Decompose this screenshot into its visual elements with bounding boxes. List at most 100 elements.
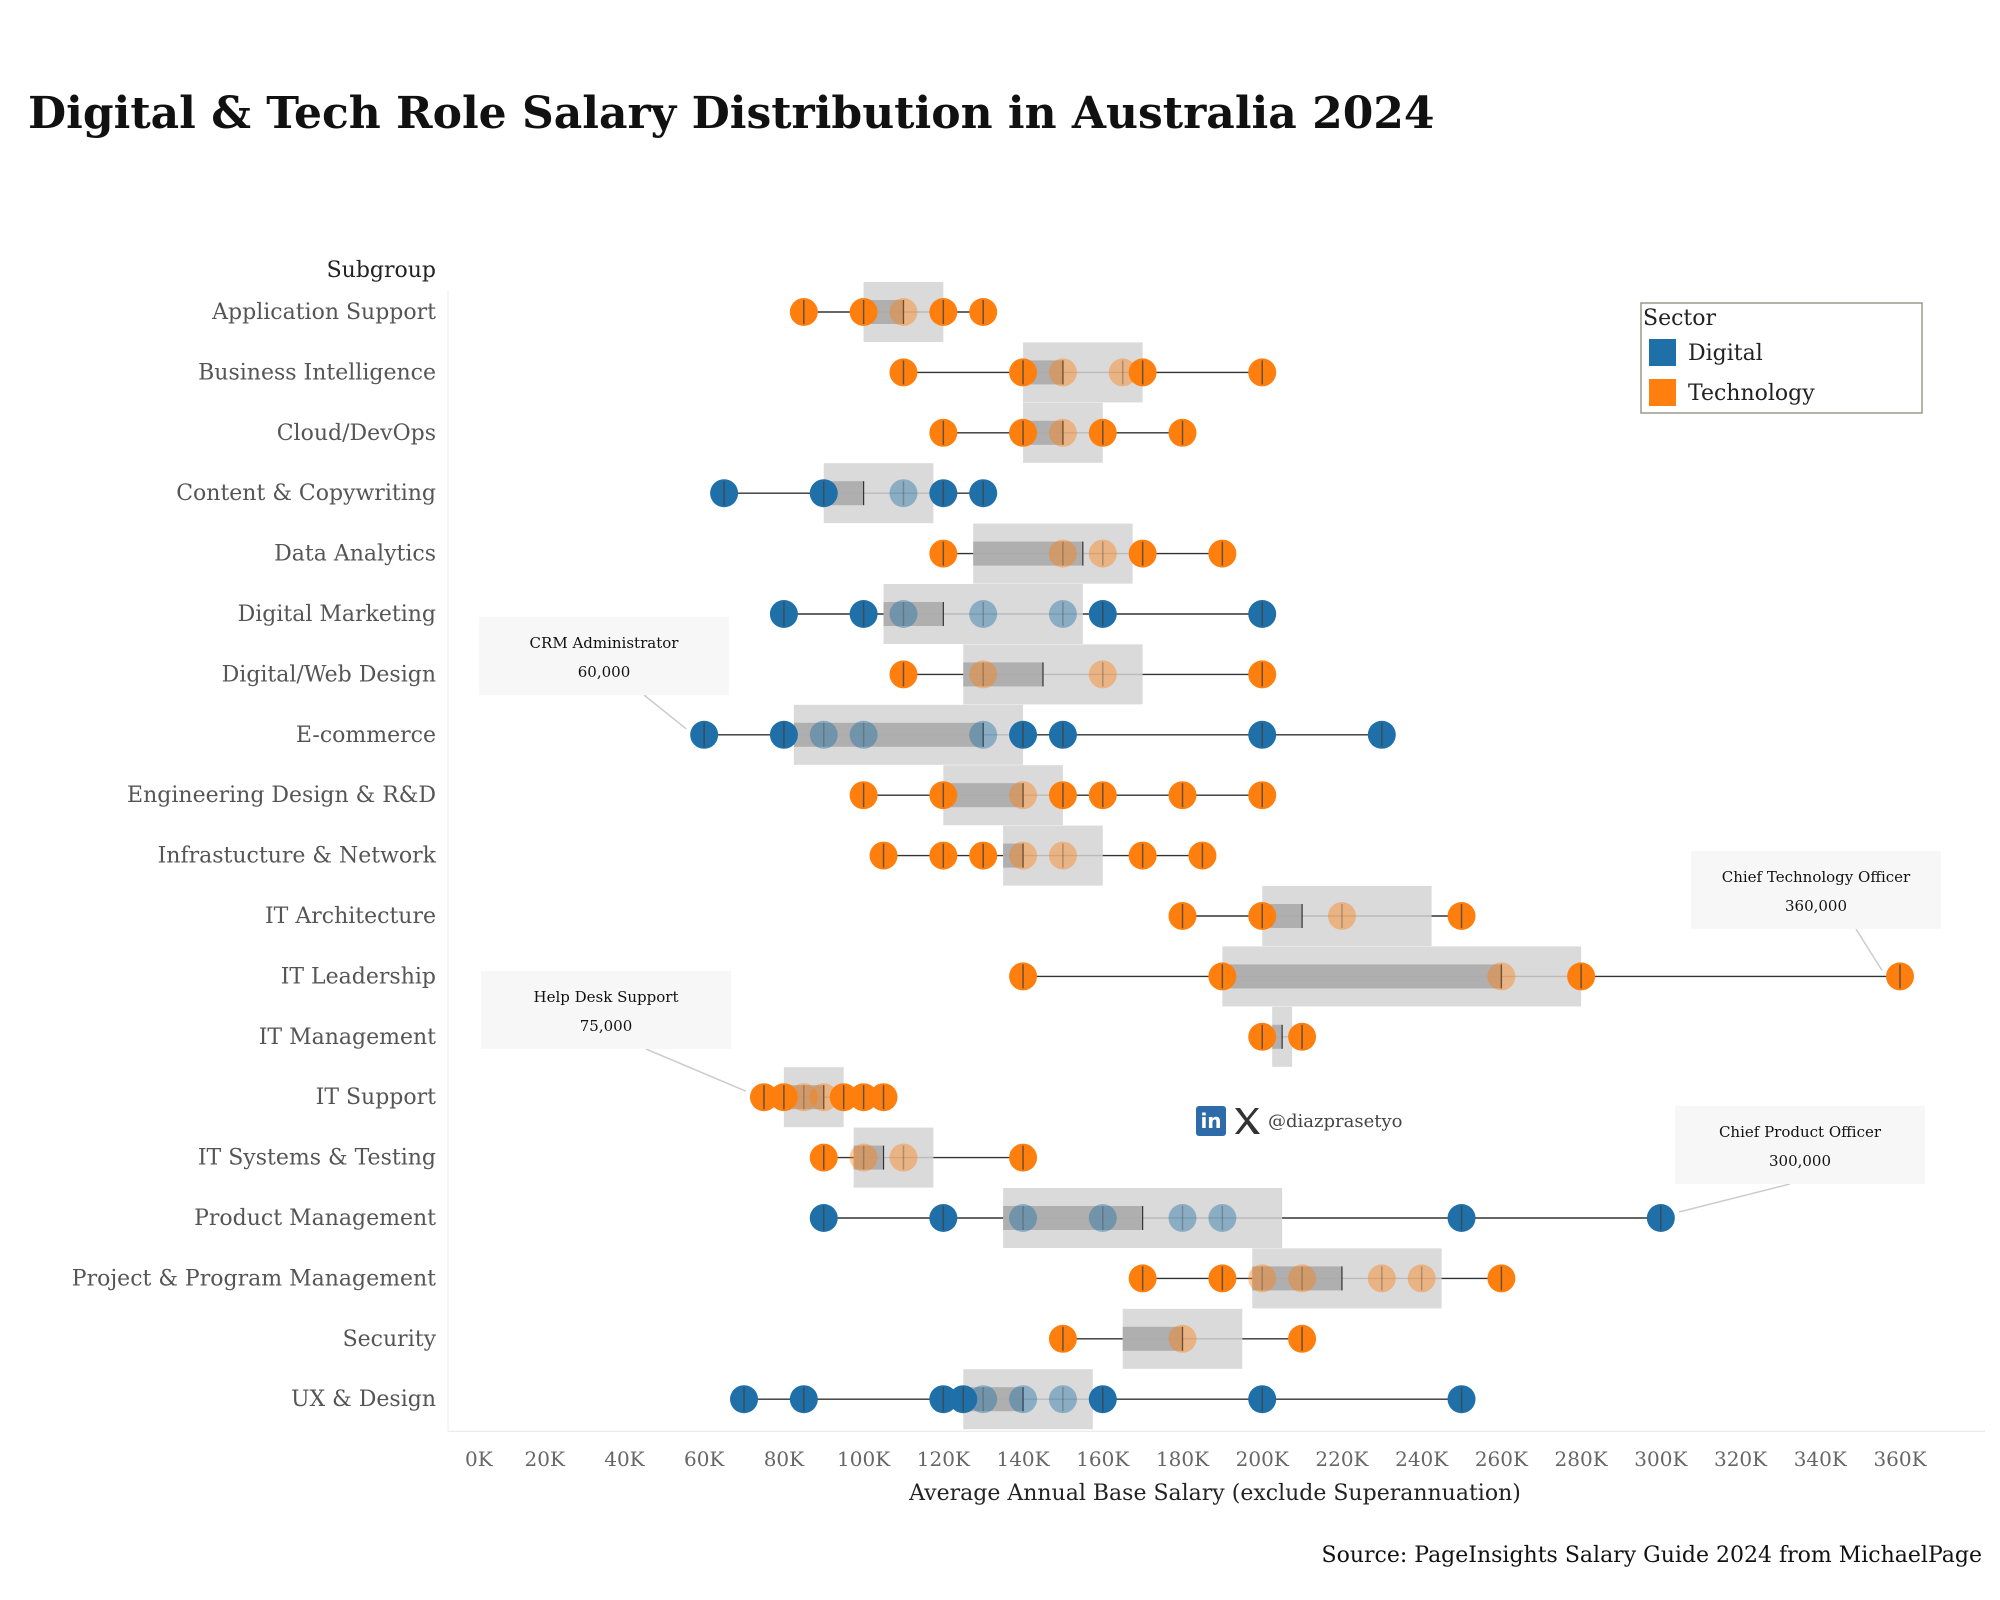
callout-box xyxy=(481,971,731,1049)
x-icon xyxy=(1235,1108,1260,1134)
legend-title: Sector xyxy=(1643,306,1716,331)
callout-value: 300,000 xyxy=(1769,1152,1831,1170)
row-label: Content & Copywriting xyxy=(176,481,436,506)
data-point xyxy=(1048,1385,1077,1414)
callout-label: Help Desk Support xyxy=(534,988,679,1006)
box-lower-half xyxy=(973,541,1083,566)
data-point xyxy=(789,1083,818,1112)
x-tick-label: 140K xyxy=(996,1447,1050,1471)
x-tick-label: 320K xyxy=(1714,1447,1768,1471)
callout-label: CRM Administrator xyxy=(530,634,680,652)
callout-label: Chief Product Officer xyxy=(1719,1123,1882,1141)
data-point xyxy=(1048,358,1077,387)
data-point xyxy=(1048,539,1077,568)
x-tick-label: 40K xyxy=(604,1447,645,1471)
row-label: E-commerce xyxy=(296,723,436,748)
x-tick-label: 220K xyxy=(1315,1447,1369,1471)
box-plot xyxy=(783,584,1263,644)
box-lower-half xyxy=(1272,1024,1283,1049)
callout-value: 75,000 xyxy=(580,1017,633,1035)
row-label: IT Architecture xyxy=(265,904,436,929)
data-point xyxy=(1288,1264,1317,1293)
data-point xyxy=(1009,781,1038,810)
x-tick-label: 160K xyxy=(1076,1447,1130,1471)
x-tick-label: 60K xyxy=(684,1447,725,1471)
box-plot xyxy=(943,523,1223,584)
x-tick-label: 80K xyxy=(764,1447,805,1471)
data-point xyxy=(1208,1204,1237,1232)
x-tick-label: 200K xyxy=(1236,1447,1290,1471)
callout-leader xyxy=(1678,1183,1791,1213)
data-point xyxy=(969,660,998,689)
data-point xyxy=(1009,841,1038,870)
box-lower-half xyxy=(883,602,944,626)
data-point xyxy=(1009,1385,1038,1414)
x-tick-label: 280K xyxy=(1555,1447,1609,1471)
data-points xyxy=(690,298,1914,1414)
data-point xyxy=(849,1143,878,1172)
data-point xyxy=(809,720,838,749)
row-label: Project & Program Management xyxy=(72,1266,436,1291)
callout: CRM Administrator 60,000 xyxy=(479,617,729,730)
x-tick-label: 360K xyxy=(1873,1447,1927,1471)
callout-value: 60,000 xyxy=(578,663,631,681)
legend: Sector Digital Technology xyxy=(1640,302,1923,414)
row-label: Product Management xyxy=(194,1206,436,1231)
x-tick-label: 300K xyxy=(1634,1447,1688,1471)
x-tick-label: 260K xyxy=(1475,1447,1529,1471)
x-tick-label: 20K xyxy=(525,1447,566,1471)
row-label: IT Management xyxy=(259,1025,436,1050)
data-point xyxy=(1168,1324,1197,1353)
box-lower-half xyxy=(793,722,984,747)
row-label: Data Analytics xyxy=(274,542,436,567)
box-plot xyxy=(863,765,1263,826)
row-label: UX & Design xyxy=(291,1387,436,1412)
data-point xyxy=(1327,902,1356,930)
data-point xyxy=(1009,1204,1038,1232)
data-point xyxy=(1088,1204,1117,1232)
data-point xyxy=(1088,539,1117,568)
callout-box xyxy=(1675,1106,1925,1184)
data-point xyxy=(969,1385,998,1414)
data-point xyxy=(849,720,878,749)
callout-box xyxy=(479,617,729,695)
box-plot xyxy=(724,463,984,524)
box-plot xyxy=(883,825,1203,886)
data-point xyxy=(1168,1204,1197,1232)
x-tick-label: 120K xyxy=(917,1447,971,1471)
box-plots xyxy=(704,282,1900,1430)
x-tick-label: 240K xyxy=(1395,1447,1449,1471)
social-handle-text: @diazprasetyo xyxy=(1268,1110,1403,1132)
callout: Chief Technology Officer 360,000 xyxy=(1691,851,1941,971)
data-point xyxy=(1048,600,1077,628)
x-axis-label: Average Annual Base Salary (exclude Supe… xyxy=(908,1481,1521,1506)
box-plot xyxy=(704,704,1382,765)
callout-leader xyxy=(643,694,687,730)
data-point xyxy=(889,298,918,326)
callout-value: 360,000 xyxy=(1785,897,1847,915)
row-label: Infrastucture & Network xyxy=(158,844,437,869)
x-tick-label: 180K xyxy=(1156,1447,1210,1471)
box-lower-half xyxy=(853,1145,884,1170)
row-label: IT Leadership xyxy=(281,964,436,989)
box-lower-half xyxy=(1122,1326,1183,1351)
social-handle-badge: in @diazprasetyo xyxy=(1196,1106,1402,1136)
row-labels: Application Support Business Intelligence… xyxy=(72,300,437,1412)
box-plot xyxy=(1142,1248,1502,1309)
row-label: Engineering Design & R&D xyxy=(127,783,436,808)
callout-box xyxy=(1691,851,1941,929)
box-plot xyxy=(823,1188,1661,1248)
x-axis: 0K 20K 40K 60K 80K 100K 120K 140K 160K 180K 200K 22… xyxy=(447,290,1985,1471)
chart-title: Digital & Tech Role Salary Distribution … xyxy=(28,88,1435,139)
box-plot xyxy=(903,342,1263,403)
data-point xyxy=(889,1143,918,1172)
data-point xyxy=(1048,418,1077,447)
data-point xyxy=(1407,1264,1436,1293)
data-point xyxy=(889,479,918,508)
data-point xyxy=(1048,841,1077,870)
data-point xyxy=(1088,660,1117,689)
callout-leader xyxy=(645,1048,747,1092)
data-point xyxy=(809,1083,838,1112)
row-label: Cloud/DevOps xyxy=(277,421,436,446)
